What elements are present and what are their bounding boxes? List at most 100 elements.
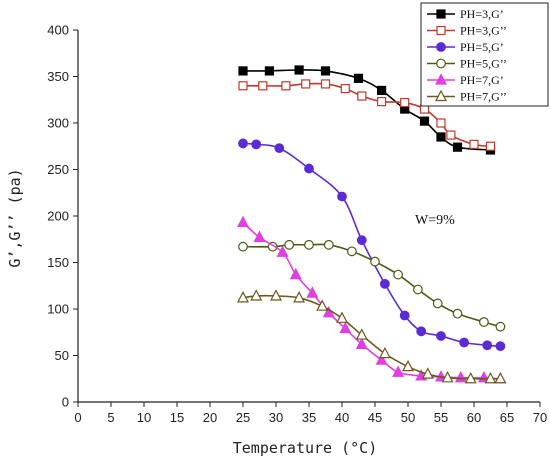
legend-marker <box>436 9 446 19</box>
legend-marker <box>436 25 446 36</box>
data-point <box>469 139 479 149</box>
data-point <box>320 66 331 76</box>
x-tick-label: 60 <box>467 410 481 425</box>
data-point <box>399 310 410 321</box>
data-point <box>393 269 404 280</box>
data-point <box>392 365 405 377</box>
data-point <box>479 317 489 327</box>
data-point <box>323 239 334 250</box>
data-point <box>464 371 477 384</box>
data-point <box>436 132 446 142</box>
data-point <box>306 286 319 298</box>
legend-box <box>420 2 549 107</box>
data-point <box>340 83 350 94</box>
x-tick-label: 65 <box>500 410 514 425</box>
data-point <box>454 371 467 383</box>
legend-marker <box>435 73 447 85</box>
data-point <box>459 337 470 348</box>
y-tick-label: 200 <box>47 209 69 224</box>
x-tick-label: 20 <box>203 410 217 425</box>
data-point <box>482 340 493 351</box>
data-point <box>495 321 506 332</box>
data-point <box>355 337 368 349</box>
data-point <box>441 371 454 383</box>
data-point <box>419 116 430 126</box>
data-point <box>237 215 249 228</box>
legend-label: PH=5,G’ <box>460 40 504 54</box>
y-tick-label: 50 <box>55 348 69 363</box>
data-point <box>494 371 507 384</box>
data-point <box>452 142 463 152</box>
y-tick-label: 300 <box>47 116 69 131</box>
data-point <box>258 81 268 91</box>
data-point <box>495 341 506 352</box>
y-tick-label: 100 <box>47 302 69 317</box>
axes: 0 50 100 150 200 250 300 350 400 0 5 10 15 20 25 30 35 40… <box>47 23 547 426</box>
legend-marker <box>436 42 446 52</box>
data-point <box>237 291 249 303</box>
data-point <box>485 141 496 151</box>
data-point <box>238 241 248 252</box>
data-point <box>270 289 282 301</box>
legend-label: PH=3,G’’ <box>460 24 507 38</box>
data-point <box>336 311 348 323</box>
x-tick-label: 55 <box>434 410 448 425</box>
data-point <box>370 256 380 267</box>
legend-item: PH=5,G’ <box>427 40 504 54</box>
series-2 <box>238 79 496 151</box>
data-point <box>264 66 274 76</box>
data-point <box>253 230 266 242</box>
data-point <box>375 353 388 365</box>
series-layer <box>237 65 507 384</box>
data-point <box>432 298 443 309</box>
data-point <box>377 97 387 107</box>
data-point <box>378 346 391 359</box>
x-tick-label: 25 <box>236 410 250 425</box>
data-point <box>436 331 446 341</box>
y-axis-label: G’,G’’ (pa) <box>6 168 24 267</box>
legend-label: PH=3,G’ <box>460 7 504 21</box>
x-axis-label: Temperature (°C) <box>233 439 378 457</box>
data-point <box>377 85 387 96</box>
x-tick-label: 30 <box>269 410 283 425</box>
x-tick-label: 0 <box>74 410 81 425</box>
data-point <box>337 191 347 202</box>
data-point <box>416 326 427 337</box>
data-point <box>380 278 390 289</box>
data-point <box>293 291 306 303</box>
data-point <box>316 299 329 311</box>
legend-label: PH=5,G’’ <box>460 57 507 71</box>
data-point <box>402 359 414 372</box>
data-point <box>400 97 410 108</box>
data-point <box>413 284 423 295</box>
x-tick-label: 5 <box>107 410 114 425</box>
data-point <box>452 308 463 319</box>
data-point <box>238 66 248 76</box>
data-point <box>436 118 446 128</box>
series-line <box>242 294 501 380</box>
data-point <box>274 143 285 154</box>
legend: PH=3,G’ PH=3,G’’ PH=5,G’ PH=5,G’’ PH=7,G’ PH=… <box>420 2 549 107</box>
y-tick-label: 250 <box>47 162 69 177</box>
legend-marker <box>436 58 446 69</box>
data-point <box>356 235 367 246</box>
y-tick-label: 0 <box>62 395 69 410</box>
data-point <box>347 246 357 257</box>
legend-item: PH=5,G’’ <box>427 57 507 71</box>
data-point <box>238 138 248 149</box>
legend-item: PH=3,G’’ <box>427 24 507 38</box>
series-4 <box>238 239 506 332</box>
data-point <box>304 163 314 174</box>
legend-item: PH=3,G’ <box>427 7 504 21</box>
y-tick-label: 400 <box>47 23 69 38</box>
x-tick-label: 35 <box>302 410 316 425</box>
data-point <box>251 139 262 150</box>
x-tick-label: 10 <box>137 410 151 425</box>
data-point <box>421 367 434 379</box>
x-tick-label: 50 <box>401 410 415 425</box>
data-point <box>304 239 314 250</box>
x-tick-label: 45 <box>368 410 382 425</box>
data-point <box>289 267 302 280</box>
data-point <box>281 81 291 91</box>
data-point <box>284 239 295 250</box>
